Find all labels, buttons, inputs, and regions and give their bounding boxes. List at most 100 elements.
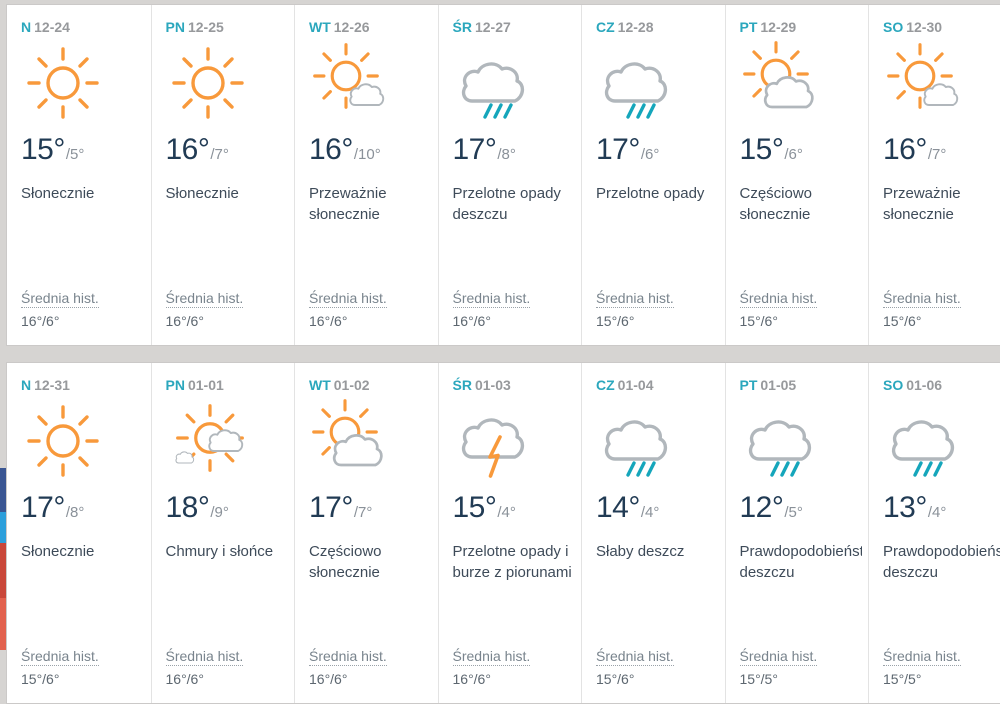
low-temperature: /8° <box>65 504 85 521</box>
day-header: SO 12-30 <box>883 19 1000 35</box>
weather-description: Przeważnie słonecznie <box>883 185 961 223</box>
day-header: N 12-24 <box>21 19 145 35</box>
low-temperature: /7° <box>927 146 947 163</box>
high-temperature: 17° <box>452 133 497 166</box>
historical-average-label[interactable]: Średnia hist. <box>165 290 244 308</box>
weather-description: Przeważnie słonecznie <box>309 185 387 223</box>
historical-average-label[interactable]: Średnia hist. <box>883 648 961 666</box>
historical-average-value: 15°/6° <box>21 671 60 687</box>
low-temperature: /10° <box>353 146 381 163</box>
historical-average-label[interactable]: Średnia hist. <box>165 648 244 666</box>
sun-two-clouds-icon <box>166 399 250 483</box>
day-abbreviation: ŚR <box>452 377 472 393</box>
day-abbreviation: PT <box>739 377 758 393</box>
showers-icon <box>596 41 680 125</box>
share-button-3[interactable] <box>0 543 6 598</box>
day-date: 12-27 <box>474 19 511 35</box>
partly-sunny-icon <box>740 41 824 125</box>
day-abbreviation: ŚR <box>452 19 472 35</box>
historical-average-label[interactable]: Średnia hist. <box>883 290 961 308</box>
low-temperature: /5° <box>784 504 803 521</box>
historical-average-label[interactable]: Średnia hist. <box>596 648 674 666</box>
day-date: 12-29 <box>760 19 797 35</box>
historical-average-label[interactable]: Średnia hist. <box>21 290 99 308</box>
day-cell-cz-01-04[interactable]: CZ 01-04 14°/4° Słaby deszcz Średnia hist… <box>581 363 725 703</box>
low-temperature: /5° <box>65 146 85 163</box>
historical-average: Średnia hist. 15°/6° <box>596 290 719 329</box>
historical-average: Średnia hist. 16°/6° <box>309 648 432 687</box>
low-temperature: /6° <box>784 146 803 163</box>
historical-average-label[interactable]: Średnia hist. <box>309 290 387 308</box>
historical-average-label[interactable]: Średnia hist. <box>309 648 387 666</box>
day-header: ŚR 12-27 <box>453 19 576 35</box>
temperature: 16°/7° <box>166 133 289 167</box>
weather-description: Częściowo słonecznie <box>309 543 382 581</box>
day-cell-pt-12-29[interactable]: PT 12-29 15°/6° Częściowo słonecznie Śred… <box>724 5 869 345</box>
day-cell-wt-01-02[interactable]: WT 01-02 17°/7° Częściowo słonecznie Śred… <box>294 363 438 703</box>
day-cell-so-12-30[interactable]: SO 12-30 16°/7° Przeważnie słonecznie Śre… <box>868 5 1000 345</box>
day-abbreviation: N <box>21 19 32 35</box>
day-cell-n-12-24[interactable]: N 12-24 15°/5° Słonecznie Średnia hist. 1… <box>7 5 151 345</box>
low-temperature: /7° <box>353 504 373 521</box>
day-cell-śr-12-27[interactable]: ŚR 12-27 17°/8° Przelotne opady deszczu Ś… <box>437 5 582 345</box>
day-abbreviation: CZ <box>596 19 615 35</box>
historical-average-value: 16°/6° <box>452 671 491 687</box>
historical-average-label[interactable]: Średnia hist. <box>452 648 531 666</box>
high-temperature: 15° <box>452 491 497 524</box>
high-temperature: 17° <box>596 133 640 166</box>
share-button-4[interactable] <box>0 598 6 650</box>
historical-average-label[interactable]: Średnia hist. <box>452 290 531 308</box>
historical-average-value: 16°/6° <box>165 671 204 687</box>
day-abbreviation: N <box>21 377 32 393</box>
weather-description: Przelotne opady <box>596 185 705 202</box>
day-header: CZ 12-28 <box>596 19 719 35</box>
low-temperature: /4° <box>640 504 660 521</box>
temperature: 14°/4° <box>596 491 719 525</box>
high-temperature: 16° <box>165 133 210 166</box>
day-date: 01-06 <box>906 377 943 393</box>
historical-average: Średnia hist. 16°/6° <box>452 290 576 329</box>
historical-average-label[interactable]: Średnia hist. <box>21 648 99 666</box>
day-abbreviation: PN <box>165 19 185 35</box>
historical-average-value: 15°/6° <box>596 671 635 687</box>
sun-small-cloud-icon <box>309 41 393 125</box>
sunny-icon <box>166 41 250 125</box>
weather-icon-wrap <box>740 399 824 483</box>
historical-average-label[interactable]: Średnia hist. <box>739 648 818 666</box>
weather-icon-wrap <box>453 41 537 125</box>
day-cell-pn-01-01[interactable]: PN 01-01 18°/9° Chmury i słońce Średnia h… <box>150 363 295 703</box>
historical-average: Średnia hist. 16°/6° <box>21 290 145 329</box>
share-button-2[interactable] <box>0 512 6 543</box>
day-cell-pn-12-25[interactable]: PN 12-25 16°/7° Słonecznie Średnia hist. … <box>150 5 295 345</box>
low-temperature: /7° <box>210 146 229 163</box>
day-date: 12-30 <box>906 19 943 35</box>
historical-average-value: 15°/5° <box>739 671 778 687</box>
day-cell-śr-01-03[interactable]: ŚR 01-03 15°/4° Przelotne opady i burze z… <box>437 363 582 703</box>
historical-average: Średnia hist. 15°/6° <box>739 290 863 329</box>
day-abbreviation: CZ <box>596 377 615 393</box>
day-date: 01-05 <box>760 377 797 393</box>
day-cell-wt-12-26[interactable]: WT 12-26 16°/10° Przeważnie słonecznie Śr… <box>294 5 438 345</box>
day-abbreviation: PT <box>739 19 758 35</box>
low-temperature: /4° <box>927 504 947 521</box>
low-temperature: /9° <box>210 504 229 521</box>
share-button-1[interactable] <box>0 468 6 512</box>
day-abbreviation: WT <box>309 19 331 35</box>
day-header: SO 01-06 <box>883 377 1000 393</box>
weather-icon-wrap <box>596 399 680 483</box>
historical-average-label[interactable]: Średnia hist. <box>739 290 818 308</box>
high-temperature: 15° <box>21 133 65 166</box>
historical-average-value: 15°/6° <box>596 313 635 329</box>
temperature: 15°/4° <box>453 491 576 525</box>
historical-average-label[interactable]: Średnia hist. <box>596 290 674 308</box>
temperature: 15°/5° <box>21 133 145 167</box>
day-date: 01-02 <box>333 377 370 393</box>
day-cell-cz-12-28[interactable]: CZ 12-28 17°/6° Przelotne opady Średnia h… <box>581 5 725 345</box>
temperature: 17°/8° <box>453 133 576 167</box>
day-header: ŚR 01-03 <box>453 377 576 393</box>
day-header: PT 01-05 <box>740 377 863 393</box>
day-cell-n-12-31[interactable]: N 12-31 17°/8° Słonecznie Średnia hist. 1… <box>7 363 151 703</box>
temperature: 17°/8° <box>21 491 145 525</box>
